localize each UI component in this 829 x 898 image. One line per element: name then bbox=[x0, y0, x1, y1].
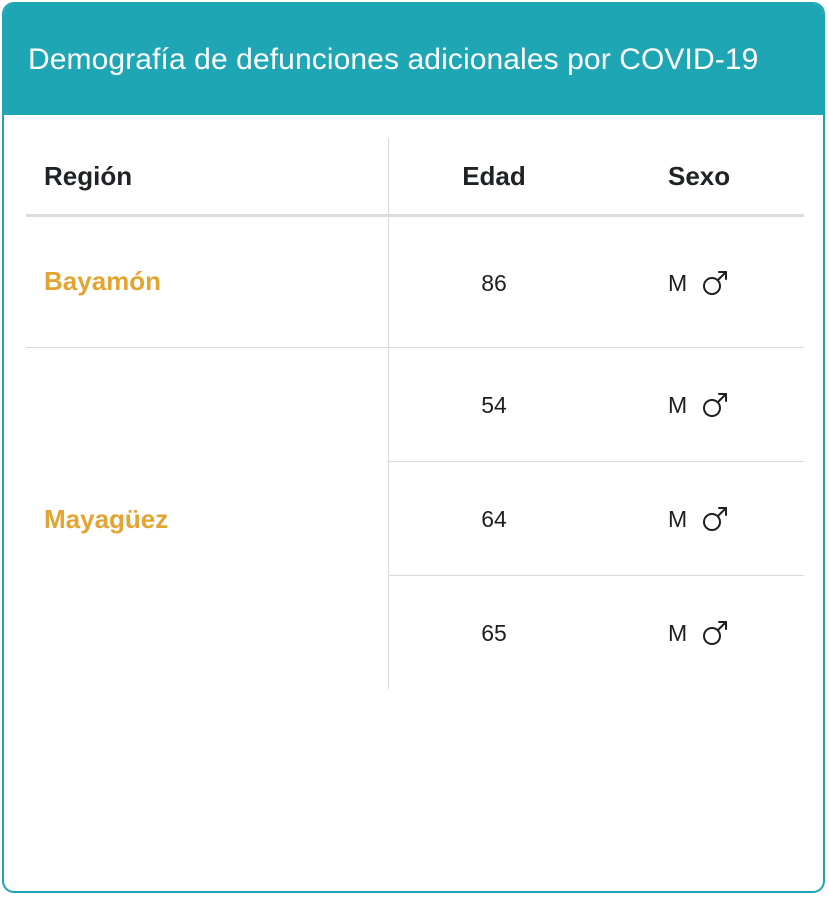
card-header: Demografía de defunciones adicionales po… bbox=[4, 4, 823, 115]
sex-cell: M bbox=[668, 388, 729, 422]
header-age: Edad bbox=[462, 161, 526, 191]
age-cell: 64 bbox=[481, 506, 507, 532]
sex-cell: M bbox=[668, 266, 729, 300]
age-cell: 86 bbox=[481, 270, 507, 296]
sex-letter: M bbox=[668, 392, 688, 418]
column-divider bbox=[388, 138, 389, 689]
header-divider bbox=[26, 214, 804, 217]
male-icon bbox=[703, 507, 728, 531]
sex-cell: M bbox=[668, 616, 729, 650]
row-divider bbox=[26, 347, 804, 348]
header-region: Región bbox=[44, 161, 133, 191]
region-mayaguez: Mayagüez bbox=[44, 504, 169, 534]
sex-cell: M bbox=[668, 502, 729, 536]
header-sex: Sexo bbox=[668, 161, 731, 191]
sex-letter: M bbox=[668, 506, 688, 532]
row-divider bbox=[389, 461, 804, 462]
age-cell: 65 bbox=[481, 620, 507, 646]
region-bayamon: Bayamón bbox=[44, 266, 162, 296]
sex-letter: M bbox=[668, 270, 688, 296]
sex-letter: M bbox=[668, 620, 688, 646]
age-cell: 54 bbox=[481, 392, 507, 418]
male-icon bbox=[703, 621, 728, 645]
card-title: Demografía de defunciones adicionales po… bbox=[28, 43, 759, 76]
male-icon bbox=[703, 393, 728, 417]
row-divider bbox=[389, 575, 804, 576]
male-icon bbox=[703, 271, 728, 295]
